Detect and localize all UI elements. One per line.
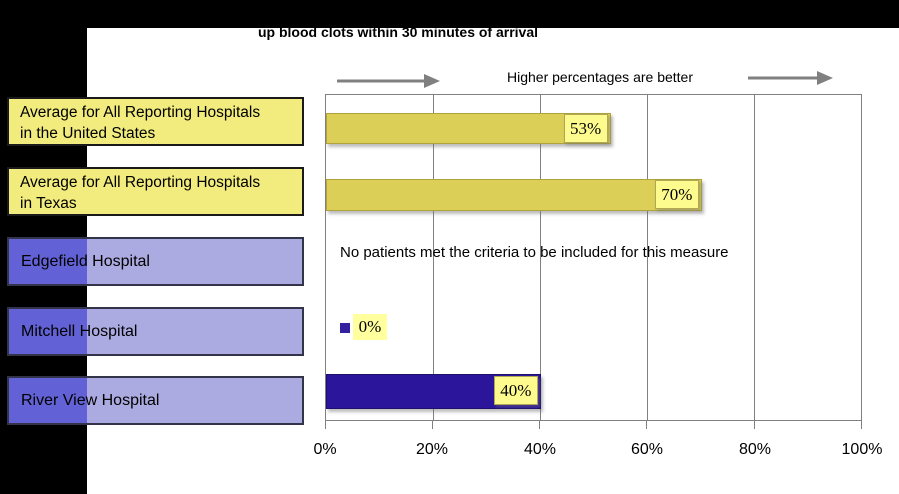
gridline-80 — [754, 95, 755, 420]
gridline-20 — [433, 95, 434, 420]
right-arrow-icon — [337, 74, 440, 88]
zero-value-marker — [340, 323, 350, 333]
value-label-mitchell: 0% — [353, 314, 387, 340]
label-line: in the United States — [20, 125, 156, 142]
chart-title: up blood clots within 30 minutes of arri… — [257, 24, 539, 40]
gridline-40 — [540, 95, 541, 420]
value-label-texas-average: 70% — [654, 180, 699, 209]
x-tick-label-40: 40% — [523, 441, 557, 458]
no-data-note: No patients met the criteria to be inclu… — [340, 244, 729, 261]
x-tick — [539, 421, 540, 429]
value-label-us-average: 53% — [563, 114, 608, 143]
x-tick-label-60: 60% — [630, 441, 664, 458]
right-arrow-icon — [748, 71, 833, 85]
bar-us-average — [326, 113, 611, 144]
x-tick — [754, 421, 755, 429]
label-mitchell: Mitchell Hospital — [7, 307, 304, 356]
label-line: Average for All Reporting Hospitals — [20, 174, 261, 191]
x-tick — [432, 421, 433, 429]
plot-area: 53% 70% No patients met the criteria to … — [325, 94, 862, 421]
x-tick — [325, 421, 326, 429]
x-tick-label-100: 100% — [841, 441, 883, 458]
label-line: in Texas — [20, 195, 77, 212]
label-line: Average for All Reporting Hospitals — [20, 104, 261, 121]
top-black-mask — [0, 0, 899, 28]
label-texas-average: Average for All Reporting Hospitals in T… — [7, 167, 304, 216]
label-edgefield: Edgefield Hospital — [7, 237, 304, 286]
x-tick — [861, 421, 862, 429]
label-river-view: River View Hospital — [7, 376, 304, 425]
value-label-river-view: 40% — [493, 376, 538, 405]
gridline-60 — [647, 95, 648, 420]
x-tick-label-20: 20% — [415, 441, 449, 458]
x-tick-label-80: 80% — [738, 441, 772, 458]
x-tick — [646, 421, 647, 429]
label-us-average: Average for All Reporting Hospitals in t… — [7, 97, 304, 146]
x-tick-label-0: 0% — [313, 441, 337, 458]
bar-texas-average — [326, 179, 702, 211]
guidance-text: Higher percentages are better — [507, 69, 693, 85]
